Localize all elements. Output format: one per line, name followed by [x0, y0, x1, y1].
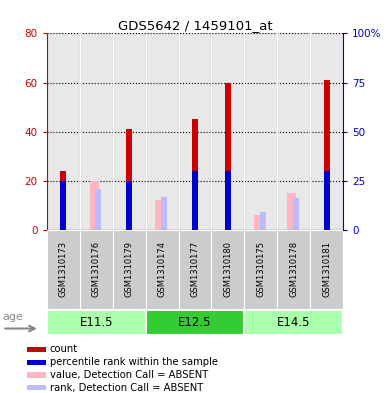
Bar [292, 198, 299, 230]
Bar [225, 83, 231, 230]
Bar [225, 171, 231, 230]
Bar [254, 215, 264, 230]
Text: age: age [3, 312, 23, 322]
Bar [126, 129, 132, 230]
Bar [245, 310, 343, 335]
Title: GDS5642 / 1459101_at: GDS5642 / 1459101_at [118, 19, 272, 32]
Text: E14.5: E14.5 [277, 316, 310, 329]
Text: GSM1310178: GSM1310178 [289, 241, 298, 297]
Bar [113, 33, 145, 230]
Text: GSM1310174: GSM1310174 [158, 241, 167, 297]
Bar [260, 212, 266, 230]
Bar [179, 33, 211, 230]
Bar [60, 171, 66, 230]
Bar [27, 372, 46, 378]
Bar [277, 230, 310, 309]
Bar [80, 230, 113, 309]
Text: value, Detection Call = ABSENT: value, Detection Call = ABSENT [50, 370, 208, 380]
Bar [245, 230, 277, 309]
Bar [47, 230, 80, 309]
Text: count: count [50, 345, 78, 354]
Bar [27, 360, 46, 365]
Bar [95, 189, 101, 230]
Bar [113, 230, 145, 309]
Text: E11.5: E11.5 [80, 316, 113, 329]
Text: GSM1310180: GSM1310180 [223, 241, 232, 297]
Bar [90, 181, 99, 230]
Bar [310, 230, 343, 309]
Text: GSM1310179: GSM1310179 [125, 241, 134, 297]
Bar [310, 33, 343, 230]
Text: rank, Detection Call = ABSENT: rank, Detection Call = ABSENT [50, 383, 203, 393]
Bar [192, 171, 198, 230]
Bar [211, 230, 245, 309]
Text: GSM1310176: GSM1310176 [92, 241, 101, 297]
Bar [27, 347, 46, 352]
Text: GSM1310181: GSM1310181 [322, 241, 331, 297]
Bar [277, 33, 310, 230]
Bar [287, 193, 296, 230]
Bar [324, 171, 330, 230]
Text: GSM1310173: GSM1310173 [59, 241, 68, 297]
Bar [47, 33, 80, 230]
Bar [27, 385, 46, 390]
Bar [145, 230, 179, 309]
Bar [179, 230, 211, 309]
Bar [80, 33, 113, 230]
Text: GSM1310177: GSM1310177 [190, 241, 200, 297]
Text: GSM1310175: GSM1310175 [256, 241, 265, 297]
Text: percentile rank within the sample: percentile rank within the sample [50, 357, 218, 367]
Bar [126, 181, 132, 230]
Bar [60, 181, 66, 230]
Text: E12.5: E12.5 [178, 316, 212, 329]
Bar [47, 310, 145, 335]
Bar [324, 80, 330, 230]
Bar [211, 33, 245, 230]
Bar [145, 33, 179, 230]
Bar [245, 33, 277, 230]
Bar [145, 310, 245, 335]
Bar [161, 196, 167, 230]
Bar [156, 200, 165, 230]
Bar [192, 119, 198, 230]
